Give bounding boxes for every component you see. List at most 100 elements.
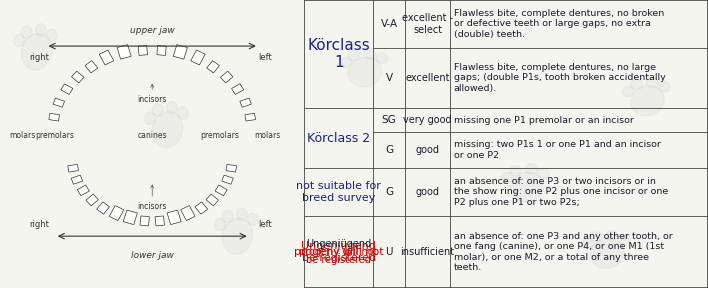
Text: Ungeniügend: Ungeniügend bbox=[306, 239, 372, 249]
Text: progeny will not: progeny will not bbox=[299, 247, 378, 257]
Polygon shape bbox=[207, 61, 219, 73]
Text: G: G bbox=[385, 187, 393, 197]
Text: incisors: incisors bbox=[137, 84, 167, 104]
Ellipse shape bbox=[35, 24, 46, 36]
Text: very good: very good bbox=[404, 115, 452, 125]
Polygon shape bbox=[72, 71, 84, 83]
Ellipse shape bbox=[144, 112, 155, 124]
Ellipse shape bbox=[47, 29, 57, 41]
Ellipse shape bbox=[658, 82, 670, 92]
Text: SG: SG bbox=[382, 115, 396, 125]
Text: premolars: premolars bbox=[200, 131, 239, 140]
Text: incisors: incisors bbox=[137, 185, 167, 211]
Polygon shape bbox=[109, 206, 124, 221]
Polygon shape bbox=[245, 113, 256, 121]
Text: excellent -
select: excellent - select bbox=[402, 13, 453, 35]
Ellipse shape bbox=[501, 173, 513, 183]
Ellipse shape bbox=[510, 172, 543, 202]
Text: U: U bbox=[385, 247, 393, 257]
Ellipse shape bbox=[222, 210, 233, 223]
Ellipse shape bbox=[222, 218, 253, 254]
Text: upper jaw: upper jaw bbox=[130, 26, 175, 35]
Polygon shape bbox=[240, 98, 251, 107]
Text: right: right bbox=[30, 53, 50, 62]
Ellipse shape bbox=[646, 77, 658, 88]
Ellipse shape bbox=[622, 86, 634, 96]
Polygon shape bbox=[53, 98, 64, 107]
Ellipse shape bbox=[364, 49, 376, 59]
Ellipse shape bbox=[340, 57, 352, 68]
Polygon shape bbox=[226, 164, 236, 172]
Ellipse shape bbox=[525, 164, 537, 174]
Polygon shape bbox=[215, 185, 227, 196]
Ellipse shape bbox=[590, 232, 603, 242]
Text: V: V bbox=[386, 73, 393, 83]
Polygon shape bbox=[173, 45, 188, 59]
Text: an absence of: one P3 or two incisors or in
the show ring: one P2 plus one incis: an absence of: one P3 or two incisors or… bbox=[454, 177, 668, 207]
Text: be registered: be registered bbox=[302, 253, 376, 263]
Ellipse shape bbox=[177, 107, 188, 119]
Ellipse shape bbox=[166, 102, 177, 114]
Ellipse shape bbox=[215, 219, 225, 231]
Polygon shape bbox=[123, 210, 137, 225]
Ellipse shape bbox=[590, 238, 624, 268]
Text: be registered: be registered bbox=[307, 255, 371, 265]
Text: molars: molars bbox=[254, 131, 280, 140]
Ellipse shape bbox=[376, 53, 388, 63]
Polygon shape bbox=[49, 113, 59, 121]
Text: not suitable for
breed survey: not suitable for breed survey bbox=[297, 181, 381, 203]
Polygon shape bbox=[68, 164, 79, 172]
Text: insufficient: insufficient bbox=[401, 247, 455, 257]
Ellipse shape bbox=[236, 208, 247, 221]
Text: excellent: excellent bbox=[405, 73, 450, 83]
Ellipse shape bbox=[13, 34, 25, 47]
Text: an absence of: one P3 and any other tooth, or
one fang (canine), or one P4, or o: an absence of: one P3 and any other toot… bbox=[454, 232, 673, 272]
Ellipse shape bbox=[631, 79, 643, 90]
Polygon shape bbox=[85, 61, 98, 73]
Polygon shape bbox=[99, 50, 114, 65]
Polygon shape bbox=[138, 46, 147, 55]
Polygon shape bbox=[167, 210, 181, 225]
Text: Körclass 2: Körclass 2 bbox=[307, 132, 370, 145]
Polygon shape bbox=[232, 84, 244, 94]
Text: missing one P1 premolar or an incisor: missing one P1 premolar or an incisor bbox=[454, 115, 634, 124]
Ellipse shape bbox=[631, 86, 664, 116]
Polygon shape bbox=[195, 202, 207, 214]
Polygon shape bbox=[222, 175, 233, 184]
Text: missing: two P1s 1 or one P1 and an incisor
or one P2: missing: two P1s 1 or one P1 and an inci… bbox=[454, 140, 661, 160]
Polygon shape bbox=[61, 84, 73, 94]
Polygon shape bbox=[157, 46, 166, 55]
Text: good: good bbox=[416, 187, 440, 197]
Text: Ungeniügend: Ungeniügend bbox=[302, 241, 376, 251]
Text: Körclass
1: Körclass 1 bbox=[307, 38, 370, 70]
Ellipse shape bbox=[348, 50, 360, 61]
Polygon shape bbox=[181, 206, 195, 221]
Ellipse shape bbox=[510, 166, 522, 176]
Ellipse shape bbox=[582, 239, 594, 249]
Polygon shape bbox=[86, 194, 98, 206]
Text: progeny will not: progeny will not bbox=[294, 247, 384, 257]
Ellipse shape bbox=[247, 213, 258, 226]
Text: canines: canines bbox=[137, 131, 167, 140]
Text: V-A: V-A bbox=[381, 19, 398, 29]
Polygon shape bbox=[97, 202, 110, 214]
Text: right: right bbox=[30, 220, 50, 229]
Ellipse shape bbox=[606, 230, 618, 240]
Text: Flawless bite, complete dentures, no large
gaps; (double P1s, tooth broken accid: Flawless bite, complete dentures, no lar… bbox=[454, 63, 666, 93]
Polygon shape bbox=[190, 50, 205, 65]
Text: good: good bbox=[416, 145, 440, 155]
Ellipse shape bbox=[618, 234, 630, 245]
Ellipse shape bbox=[21, 34, 52, 70]
Polygon shape bbox=[206, 194, 219, 206]
Polygon shape bbox=[140, 216, 149, 226]
Polygon shape bbox=[155, 216, 164, 226]
Ellipse shape bbox=[348, 57, 382, 87]
Text: G: G bbox=[385, 145, 393, 155]
Text: molars: molars bbox=[9, 131, 35, 140]
Polygon shape bbox=[117, 45, 131, 59]
Polygon shape bbox=[77, 185, 89, 196]
Text: left: left bbox=[258, 220, 272, 229]
Polygon shape bbox=[72, 175, 83, 184]
Text: Flawless bite, complete dentures, no broken
or defective teeth or large gaps, no: Flawless bite, complete dentures, no bro… bbox=[454, 9, 664, 39]
Ellipse shape bbox=[21, 26, 32, 38]
